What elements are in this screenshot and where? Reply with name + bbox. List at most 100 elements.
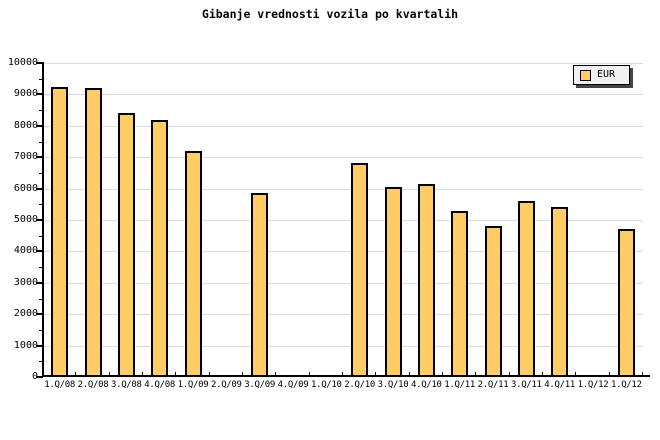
bar	[617, 229, 635, 377]
x-axis-label: 3.Q/08	[110, 380, 142, 390]
x-boundary-tick	[75, 372, 77, 377]
x-axis-label: 2.Q/11	[477, 380, 509, 390]
x-boundary-tick	[408, 372, 410, 377]
bar	[517, 201, 535, 377]
y-major-tick	[36, 93, 43, 96]
x-axis-label: 4.Q/08	[144, 380, 176, 390]
y-major-tick	[36, 250, 43, 253]
y-minor-tick	[39, 204, 43, 206]
x-axis-label: 2.Q/09	[210, 380, 242, 390]
y-major-tick	[36, 281, 43, 284]
x-boundary-tick	[175, 372, 177, 377]
bar	[151, 120, 169, 377]
x-boundary-tick	[475, 372, 477, 377]
y-gridline	[43, 251, 643, 253]
legend-swatch-icon	[580, 69, 591, 81]
y-major-tick	[36, 156, 43, 159]
x-boundary-tick	[242, 372, 243, 377]
y-tick-label: 10000	[7, 57, 38, 68]
y-major-tick	[36, 62, 43, 64]
bar	[251, 193, 269, 377]
y-major-tick	[36, 313, 43, 316]
x-boundary-tick	[108, 372, 110, 377]
bar	[51, 87, 69, 377]
y-tick-label: 4000	[13, 245, 38, 257]
chart-title: Gibanje vrednosti vozila po kvartalih	[201, 7, 459, 21]
bar	[484, 226, 502, 377]
x-axis-label: 1.Q/10	[310, 380, 342, 390]
bar	[117, 113, 135, 377]
y-minor-tick	[39, 110, 43, 112]
x-boundary-tick	[608, 372, 610, 377]
bar	[184, 151, 202, 377]
y-tick-label: 1000	[13, 339, 38, 351]
x-boundary-tick	[275, 372, 277, 377]
legend-label: EUR	[597, 69, 616, 80]
y-major-tick	[36, 219, 43, 221]
y-gridline	[43, 345, 643, 347]
y-axis-labels: 0 1000 2000 3000 4000 5000 6000 7000 8000 9000 100…	[0, 57, 38, 382]
y-major-tick	[36, 187, 43, 190]
x-axis-label: 3.Q/10	[377, 380, 409, 390]
y-tick-label: 5000	[13, 214, 38, 225]
x-boundary-tick	[542, 372, 543, 377]
x-boundary-tick	[375, 372, 377, 377]
y-tick-label: 2000	[13, 308, 38, 320]
x-boundary-tick	[642, 372, 643, 377]
x-boundary-tick	[342, 372, 343, 377]
y-major-tick	[36, 124, 43, 127]
x-axis-label: 1.Q/12	[610, 380, 642, 390]
y-axis-line	[42, 62, 44, 377]
x-axis-label: 1.Q/08	[44, 380, 76, 390]
y-minor-tick	[39, 298, 43, 300]
y-tick-label: 0	[31, 371, 38, 382]
x-axis-label: 1.Q/12	[577, 380, 609, 390]
y-minor-tick	[39, 235, 43, 237]
y-minor-tick	[39, 267, 43, 269]
x-axis-label: 2.Q/10	[344, 380, 376, 390]
y-minor-tick	[39, 141, 43, 143]
x-axis-label: 1.Q/11	[444, 380, 476, 390]
x-axis-label: 3.Q/11	[510, 380, 542, 390]
y-gridline	[43, 94, 643, 96]
y-tick-label: 8000	[13, 119, 38, 131]
bar	[451, 211, 469, 377]
y-gridline	[43, 220, 643, 221]
y-gridline	[43, 314, 643, 316]
x-boundary-tick	[142, 372, 143, 377]
y-major-tick	[36, 376, 43, 378]
y-tick-label: 3000	[13, 276, 38, 288]
bar	[417, 184, 435, 377]
y-minor-tick	[39, 172, 43, 174]
x-boundary-tick	[442, 372, 443, 377]
x-boundary-tick	[508, 372, 510, 377]
y-tick-label: 9000	[13, 88, 38, 100]
x-axis-label: 4.Q/11	[544, 380, 576, 390]
bar	[384, 187, 402, 377]
y-gridline	[43, 125, 643, 127]
y-tick-label: 7000	[13, 151, 38, 163]
x-axis-label: 3.Q/09	[244, 380, 276, 390]
y-gridline	[43, 63, 643, 64]
y-minor-tick	[39, 329, 43, 331]
bar	[84, 88, 102, 377]
y-gridline	[43, 188, 643, 190]
y-minor-tick	[39, 78, 43, 80]
bar	[551, 207, 569, 377]
bar	[351, 163, 369, 377]
y-minor-tick	[39, 361, 43, 363]
y-gridline	[43, 282, 643, 284]
y-major-tick	[36, 344, 43, 347]
x-axis-label: 2.Q/08	[77, 380, 109, 390]
x-boundary-tick	[208, 372, 210, 377]
x-axis-label: 4.Q/10	[410, 380, 442, 390]
x-axis-label: 4.Q/09	[277, 380, 309, 390]
legend: EUR	[573, 65, 630, 85]
y-gridline	[43, 157, 643, 159]
x-axis-line	[42, 375, 650, 377]
x-boundary-tick	[575, 372, 577, 377]
x-boundary-tick	[308, 372, 310, 377]
y-tick-label: 6000	[13, 182, 38, 194]
x-axis-labels: 1.Q/08 2.Q/08 3.Q/08 4.Q/08 1.Q/09 2.Q/09 3.Q/…	[43, 380, 643, 394]
